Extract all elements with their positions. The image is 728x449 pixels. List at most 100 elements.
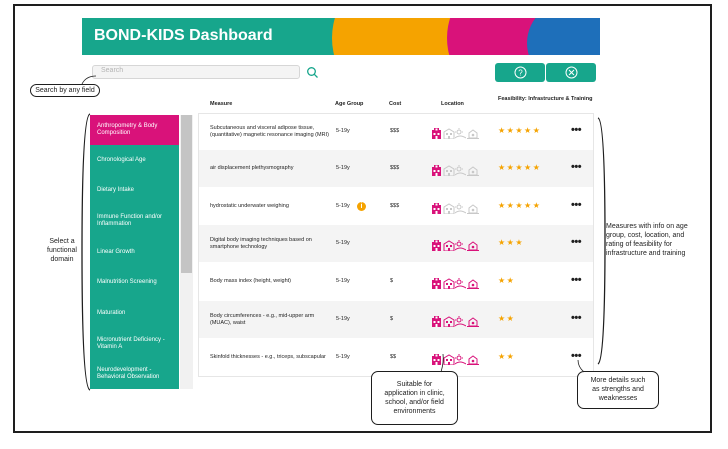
table-row[interactable]: Body circumferences - e.g., mid-upper ar…: [199, 301, 593, 338]
home-field-icon: [467, 314, 479, 332]
table-row[interactable]: Digital body imaging techniques based on…: [199, 225, 593, 262]
header-measure[interactable]: Measure: [210, 101, 233, 107]
location-callout: Suitable for application in clinic, scho…: [371, 371, 458, 425]
header-feasibility[interactable]: Feasibility: Infrastructure & Training: [498, 96, 593, 102]
more-options-button[interactable]: •••: [571, 236, 582, 248]
close-button[interactable]: [546, 63, 596, 82]
sun-field-icon: [454, 314, 467, 332]
measures-annotation-line: rating of feasibility for: [606, 241, 673, 248]
age-group-cell: 5-19y: [336, 354, 350, 360]
home-field-icon: [467, 352, 479, 370]
sun-field-icon: [454, 238, 467, 256]
feasibility-stars: ★★★★★: [498, 126, 542, 135]
header-age-group[interactable]: Age Group: [335, 101, 364, 107]
details-callout-arrow: [577, 359, 585, 373]
sun-field-icon: [454, 352, 467, 370]
more-options-button[interactable]: •••: [571, 350, 582, 362]
header-location[interactable]: Location: [441, 101, 464, 107]
more-options-button[interactable]: •••: [571, 274, 582, 286]
search-icon[interactable]: [306, 66, 319, 79]
hospital-icon: [431, 314, 442, 332]
x-circle-icon: [565, 66, 577, 79]
feasibility-stars: ★★★: [498, 238, 525, 247]
feasibility-stars: ★★: [498, 314, 516, 323]
sun-field-icon: [454, 126, 467, 144]
page-title: BOND-KIDS Dashboard: [94, 27, 273, 44]
more-options-button[interactable]: •••: [571, 199, 582, 211]
details-callout: More details such as strengths and weakn…: [577, 371, 659, 409]
sidebar-item-anthropometry[interactable]: Anthropometry & Body Composition: [90, 115, 179, 145]
details-callout-line: More details such: [590, 377, 646, 384]
sun-field-icon: [454, 276, 467, 294]
cost-cell: $: [390, 278, 394, 284]
measures-annotation-line: group, cost, location, and: [606, 232, 685, 239]
measure-cell: Body mass index (height, weight): [210, 278, 292, 284]
table-row[interactable]: Subcutaneous and visceral adipose tissue…: [199, 113, 593, 150]
location-callout-line: application in clinic,: [384, 390, 445, 397]
search-callout: Search by any field: [30, 84, 100, 97]
more-options-button[interactable]: •••: [571, 161, 582, 173]
hospital-icon: [431, 126, 442, 144]
measure-cell: Digital body imaging techniques based on…: [210, 237, 312, 250]
home-field-icon: [467, 276, 479, 294]
age-group-cell: 5-19y: [336, 165, 350, 171]
sidebar-item-neurodevelopment[interactable]: Neurodevelopment - Behavioral Observatio…: [97, 367, 160, 380]
cost-cell: $$$: [390, 128, 400, 134]
table-row[interactable]: hydrostatic underwater weighing 5-19y i $$$…: [199, 188, 593, 225]
school-icon: [443, 314, 455, 332]
hospital-icon: [431, 163, 442, 181]
search-input[interactable]: Search: [92, 65, 300, 79]
sidebar-item-micronutrient-deficiency[interactable]: Micronutrient Deficiency - Vitamin A: [97, 337, 165, 350]
sidebar-item-malnutrition-screening[interactable]: Malnutrition Screening: [97, 278, 157, 285]
search-callout-arrow: [81, 75, 97, 85]
info-badge[interactable]: i: [357, 202, 366, 211]
hospital-icon: [431, 352, 442, 370]
home-field-icon: [467, 238, 479, 256]
feasibility-stars: ★★: [498, 276, 516, 285]
question-circle-icon: ?: [514, 66, 526, 79]
measures-annotation-line: Measures with info on age: [606, 223, 688, 230]
cost-cell: $$$: [390, 165, 400, 171]
hospital-icon: [431, 238, 442, 256]
feasibility-stars: ★★: [498, 352, 516, 361]
location-callout-arrow: [440, 353, 444, 373]
age-group-cell: 5-19y: [336, 316, 350, 322]
details-callout-line: weaknesses: [598, 395, 638, 402]
school-icon: [443, 352, 455, 370]
measure-cell: Body circumferences - e.g., mid-upper ar…: [210, 313, 315, 326]
home-field-icon: [467, 126, 479, 144]
sidebar-item-maturation[interactable]: Maturation: [97, 309, 126, 316]
search-placeholder: Search: [101, 67, 124, 74]
table-row[interactable]: air displacement plethysmography 5-19y $$$…: [199, 150, 593, 187]
sidebar-item-immune-function[interactable]: Immune Function and/or Inflammation: [97, 214, 163, 227]
sidebar-item-chronological-age[interactable]: Chronological Age: [97, 156, 146, 163]
age-group-cell: 5-19y: [336, 278, 350, 284]
cost-cell: $: [390, 316, 394, 322]
sidebar-item-linear-growth[interactable]: Linear Growth: [97, 248, 135, 255]
measure-cell: air displacement plethysmography: [210, 165, 294, 171]
feasibility-stars: ★★★★★: [498, 201, 542, 210]
more-options-button[interactable]: •••: [571, 124, 582, 136]
table-row[interactable]: Skinfold thicknesses - e.g., triceps, su…: [199, 339, 593, 376]
measures-annotation: Measures with info on age group, cost, l…: [606, 222, 706, 258]
age-group-cell: 5-19y: [336, 128, 350, 134]
cost-cell: $$$: [390, 203, 400, 209]
school-icon: [443, 276, 455, 294]
hospital-icon: [431, 276, 442, 294]
sidebar-scrollbar-thumb[interactable]: [181, 115, 192, 273]
measure-cell: hydrostatic underwater weighing: [210, 203, 289, 209]
more-options-button[interactable]: •••: [571, 312, 582, 324]
domain-sidebar: Anthropometry & Body Composition Chronol…: [90, 115, 179, 389]
help-button[interactable]: ?: [495, 63, 545, 82]
location-callout-line: Suitable for: [396, 381, 433, 388]
table-row[interactable]: Body mass index (height, weight) 5-19y $ ★★…: [199, 263, 593, 300]
school-icon: [443, 126, 455, 144]
cost-cell: $$: [390, 354, 397, 360]
details-callout-line: as strengths and: [592, 386, 644, 393]
home-field-icon: [467, 163, 479, 181]
measure-cell: Skinfold thicknesses - e.g., triceps, su…: [210, 354, 326, 360]
header-cost[interactable]: Cost: [389, 101, 402, 107]
sun-field-icon: [454, 201, 467, 219]
sidebar-item-dietary-intake[interactable]: Dietary Intake: [97, 186, 135, 193]
measures-annotation-line: infrastructure and training: [606, 250, 686, 257]
